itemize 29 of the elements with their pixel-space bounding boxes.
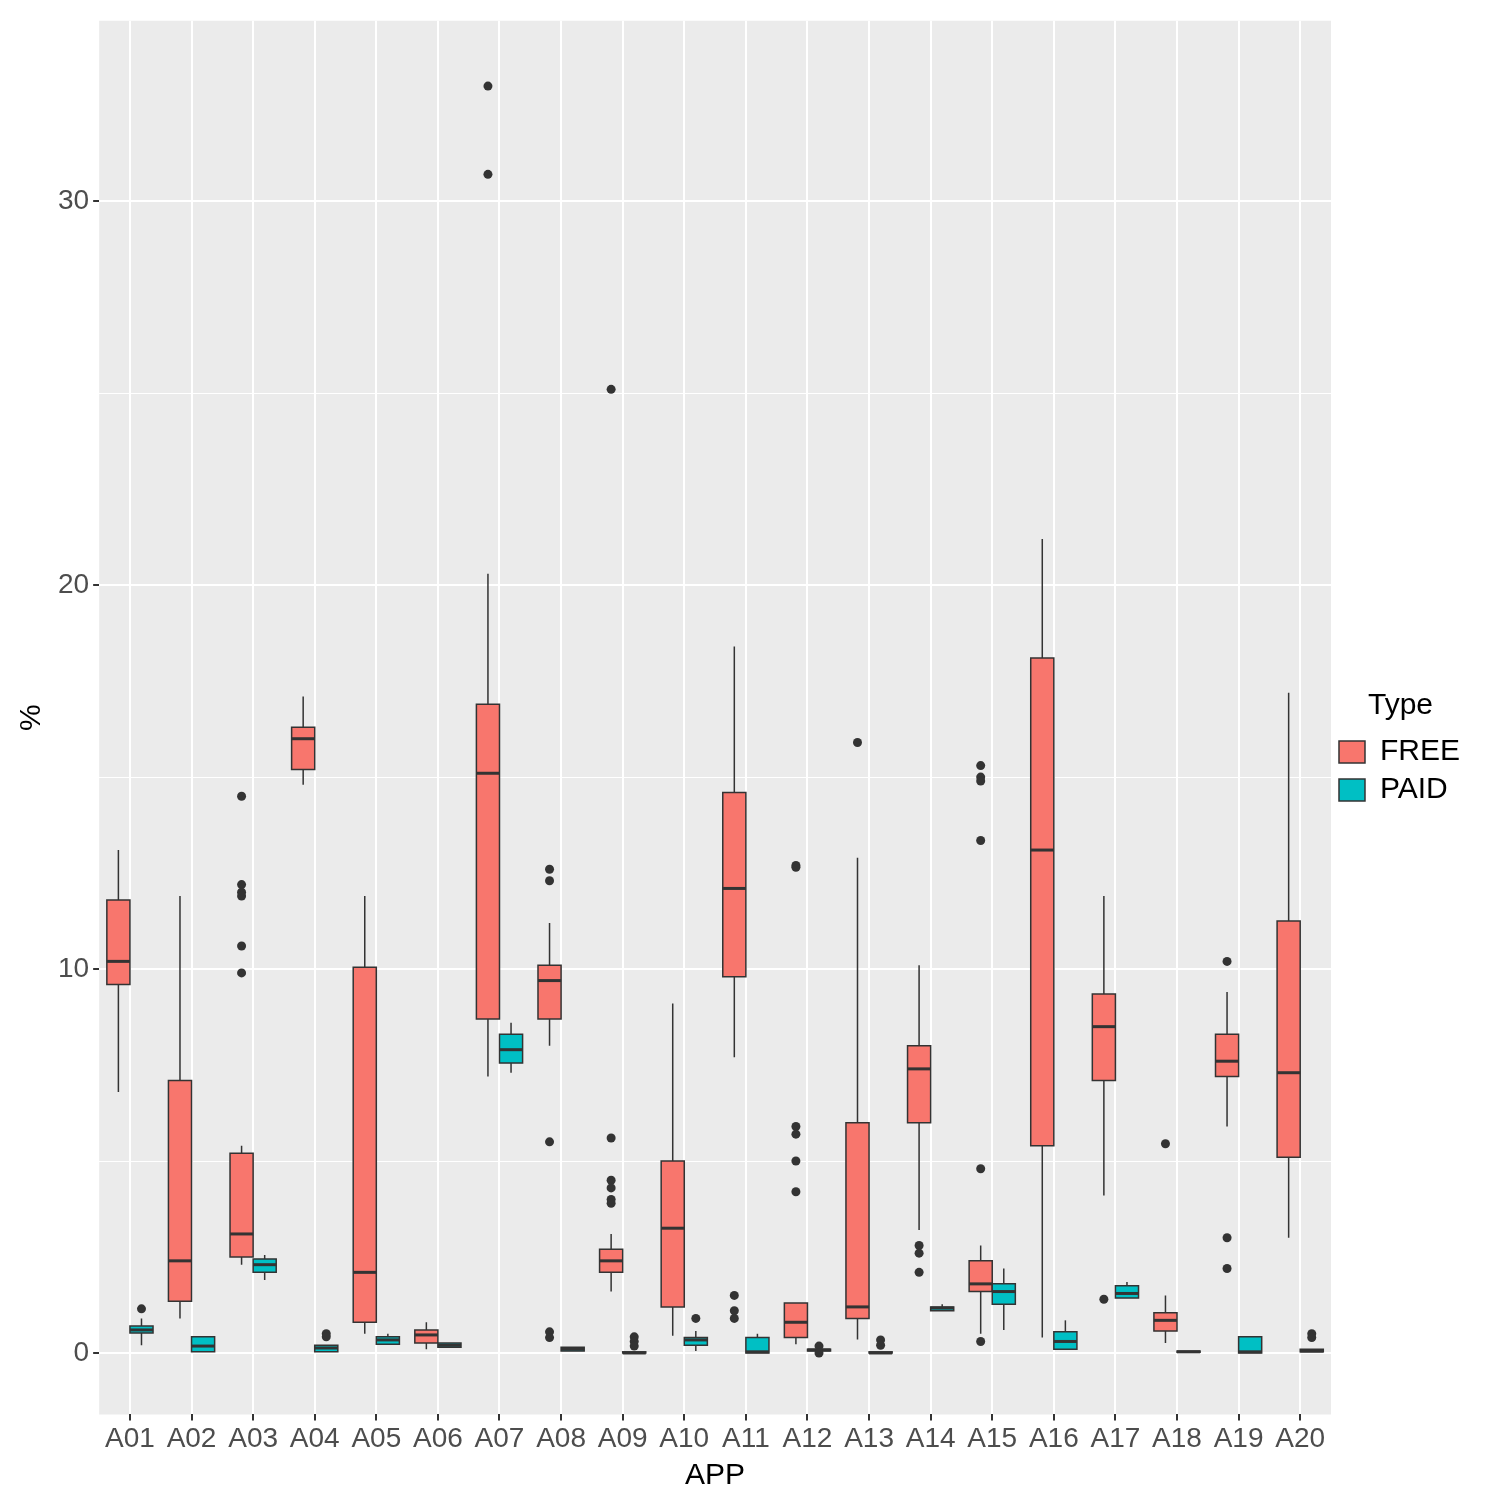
legend-title: Type xyxy=(1367,687,1434,721)
x-tick-label: A05 xyxy=(351,1421,402,1453)
x-tick-label: A02 xyxy=(166,1421,217,1453)
x-tick-label: A06 xyxy=(412,1421,463,1453)
x-tick-label: A13 xyxy=(844,1421,894,1453)
y-tick-label: 30 xyxy=(57,183,90,215)
y-tick-label: 20 xyxy=(57,567,90,599)
x-axis-title: APP xyxy=(685,1457,746,1491)
y-tick-label: 10 xyxy=(57,951,90,983)
x-tick-label: A07 xyxy=(474,1421,525,1453)
x-tick-label: A14 xyxy=(905,1421,956,1453)
x-tick-label: A03 xyxy=(228,1421,279,1453)
legend-label: FREE xyxy=(1379,733,1461,767)
x-tick-label: A08 xyxy=(536,1421,586,1453)
y-axis-title: % xyxy=(13,704,47,731)
x-tick-label: A20 xyxy=(1275,1421,1326,1453)
y-tick-label: 0 xyxy=(73,1335,90,1367)
x-tick-label: A01 xyxy=(105,1421,155,1453)
legend-label: PAID xyxy=(1379,771,1448,805)
x-tick-label: A12 xyxy=(782,1421,833,1453)
x-tick-label: A10 xyxy=(659,1421,710,1453)
x-tick-label: A15 xyxy=(967,1421,1018,1453)
x-tick-label: A11 xyxy=(721,1421,770,1453)
x-tick-label: A17 xyxy=(1090,1421,1141,1453)
x-tick-label: A18 xyxy=(1152,1421,1202,1453)
x-tick-label: A16 xyxy=(1028,1421,1079,1453)
x-tick-label: A09 xyxy=(597,1421,648,1453)
x-tick-label: A04 xyxy=(289,1421,340,1453)
x-tick-label: A19 xyxy=(1213,1421,1264,1453)
